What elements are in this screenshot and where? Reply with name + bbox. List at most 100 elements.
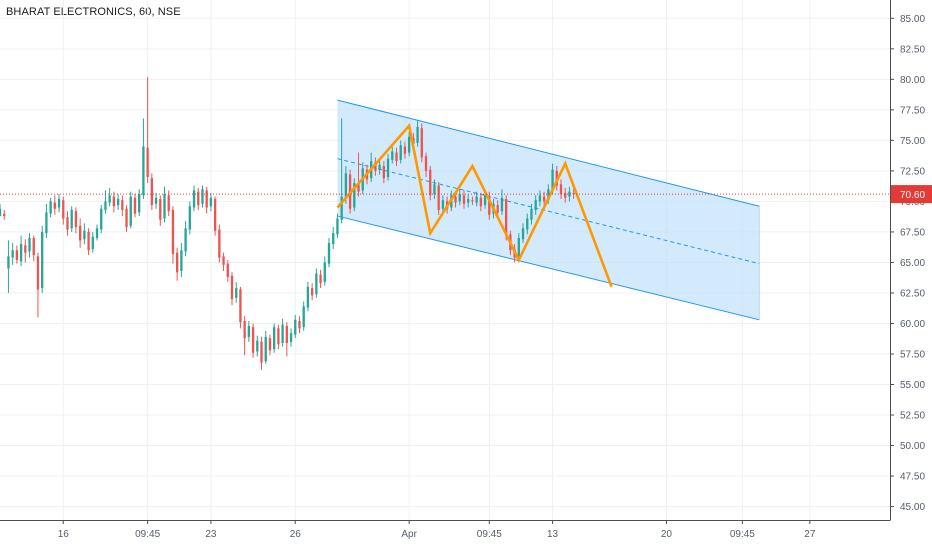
candle-44 xyxy=(184,220,187,257)
candle-32 xyxy=(133,194,137,218)
y-tick-label-9: 67.50 xyxy=(900,227,925,238)
x-tick-label-3: 26 xyxy=(290,529,302,540)
candle-body-101 xyxy=(424,156,428,171)
candle-body-82 xyxy=(344,173,348,198)
candle-62 xyxy=(260,336,263,370)
candle-body-95 xyxy=(399,145,402,160)
candle-69 xyxy=(289,328,293,347)
channel-upper-line xyxy=(337,99,760,207)
candle-body-33 xyxy=(138,194,141,213)
candle-body-110 xyxy=(462,195,466,204)
candle-93 xyxy=(391,146,394,164)
candle-body-71 xyxy=(298,321,301,329)
candle-101 xyxy=(424,152,428,177)
candle-119 xyxy=(500,189,504,215)
candle-body-34 xyxy=(142,146,145,196)
candle-body-127 xyxy=(534,200,537,210)
candle-114 xyxy=(479,192,483,212)
candle-112 xyxy=(471,196,474,206)
candle-134 xyxy=(564,187,567,203)
candle-body-59 xyxy=(247,325,251,337)
candle-body-58 xyxy=(243,321,246,339)
candle-77 xyxy=(323,256,326,286)
candle-body-63 xyxy=(264,336,267,362)
candle-64 xyxy=(268,334,272,356)
candle-30 xyxy=(125,205,128,232)
candle-31 xyxy=(129,191,132,229)
candle-body-0 xyxy=(0,208,2,217)
candle-78 xyxy=(327,238,331,268)
y-tick-label-13: 77.50 xyxy=(900,105,925,116)
candle-59 xyxy=(247,321,251,342)
candle-body-80 xyxy=(336,218,339,235)
candle-35 xyxy=(146,76,149,184)
candle-51 xyxy=(213,196,217,236)
candle-body-108 xyxy=(454,196,457,203)
x-tick-label-4: Apr xyxy=(401,529,417,540)
candle-body-42 xyxy=(175,252,179,273)
candle-body-116 xyxy=(488,196,491,215)
candle-body-60 xyxy=(251,327,255,353)
y-tick-label-12: 75.00 xyxy=(900,136,925,147)
candle-body-13 xyxy=(53,202,56,209)
candle-body-89 xyxy=(374,162,377,171)
candle-body-49 xyxy=(205,190,208,208)
candle-body-62 xyxy=(260,341,263,363)
candle-body-113 xyxy=(475,196,478,203)
candle-body-6 xyxy=(24,245,27,253)
chart-title: BHARAT ELECTRONICS, 60, NSE xyxy=(6,6,181,18)
zigzag-pattern[interactable] xyxy=(336,122,613,288)
candle-116 xyxy=(488,191,491,220)
candle-body-54 xyxy=(226,263,229,278)
candle-89 xyxy=(374,157,377,176)
y-tick-label-3: 52.50 xyxy=(900,411,925,422)
candle-body-67 xyxy=(281,324,284,344)
candle-125 xyxy=(526,213,529,235)
candle-34 xyxy=(142,118,145,199)
candle-90 xyxy=(378,159,381,175)
candle-body-15 xyxy=(62,200,65,219)
candle-body-16 xyxy=(66,217,69,230)
y-tick-label-0: 45.00 xyxy=(900,502,925,513)
candle-body-103 xyxy=(433,184,436,195)
candle-body-133 xyxy=(559,184,563,195)
candle-72 xyxy=(302,301,305,331)
candle-body-124 xyxy=(521,228,525,240)
candle-body-43 xyxy=(180,250,183,271)
candle-94 xyxy=(395,147,398,167)
candle-body-111 xyxy=(467,198,470,203)
candle-body-135 xyxy=(568,191,571,197)
y-tick-label-7: 62.50 xyxy=(900,288,925,299)
candle-54 xyxy=(226,260,229,282)
candle-91 xyxy=(382,161,385,184)
candle-49 xyxy=(205,186,208,214)
candle-body-20 xyxy=(83,230,86,240)
candle-body-91 xyxy=(382,166,385,179)
candle-body-99 xyxy=(416,126,419,143)
x-axis-bg xyxy=(0,520,932,550)
y-axis-bg xyxy=(890,0,932,550)
candle-16 xyxy=(66,211,69,236)
candle-103 xyxy=(433,179,436,199)
candle-body-51 xyxy=(213,198,217,231)
candle-body-45 xyxy=(188,206,191,230)
candle-body-47 xyxy=(197,191,200,206)
candle-92 xyxy=(386,153,390,181)
candle-body-92 xyxy=(386,158,390,177)
candle-body-129 xyxy=(542,196,546,202)
candle-61 xyxy=(256,335,259,357)
regression-channel[interactable] xyxy=(337,99,760,321)
candle-12 xyxy=(49,197,52,218)
candle-body-25 xyxy=(104,201,107,210)
candle-body-119 xyxy=(500,197,504,212)
y-tick-label-14: 80.00 xyxy=(900,75,925,86)
candle-body-21 xyxy=(87,231,90,251)
candle-28 xyxy=(116,194,120,210)
candle-27 xyxy=(112,191,116,213)
candle-body-41 xyxy=(171,209,175,254)
candle-17 xyxy=(70,206,73,232)
candle-10 xyxy=(41,225,44,293)
y-tick-label-6: 60.00 xyxy=(900,319,925,330)
candle-7 xyxy=(28,233,31,258)
